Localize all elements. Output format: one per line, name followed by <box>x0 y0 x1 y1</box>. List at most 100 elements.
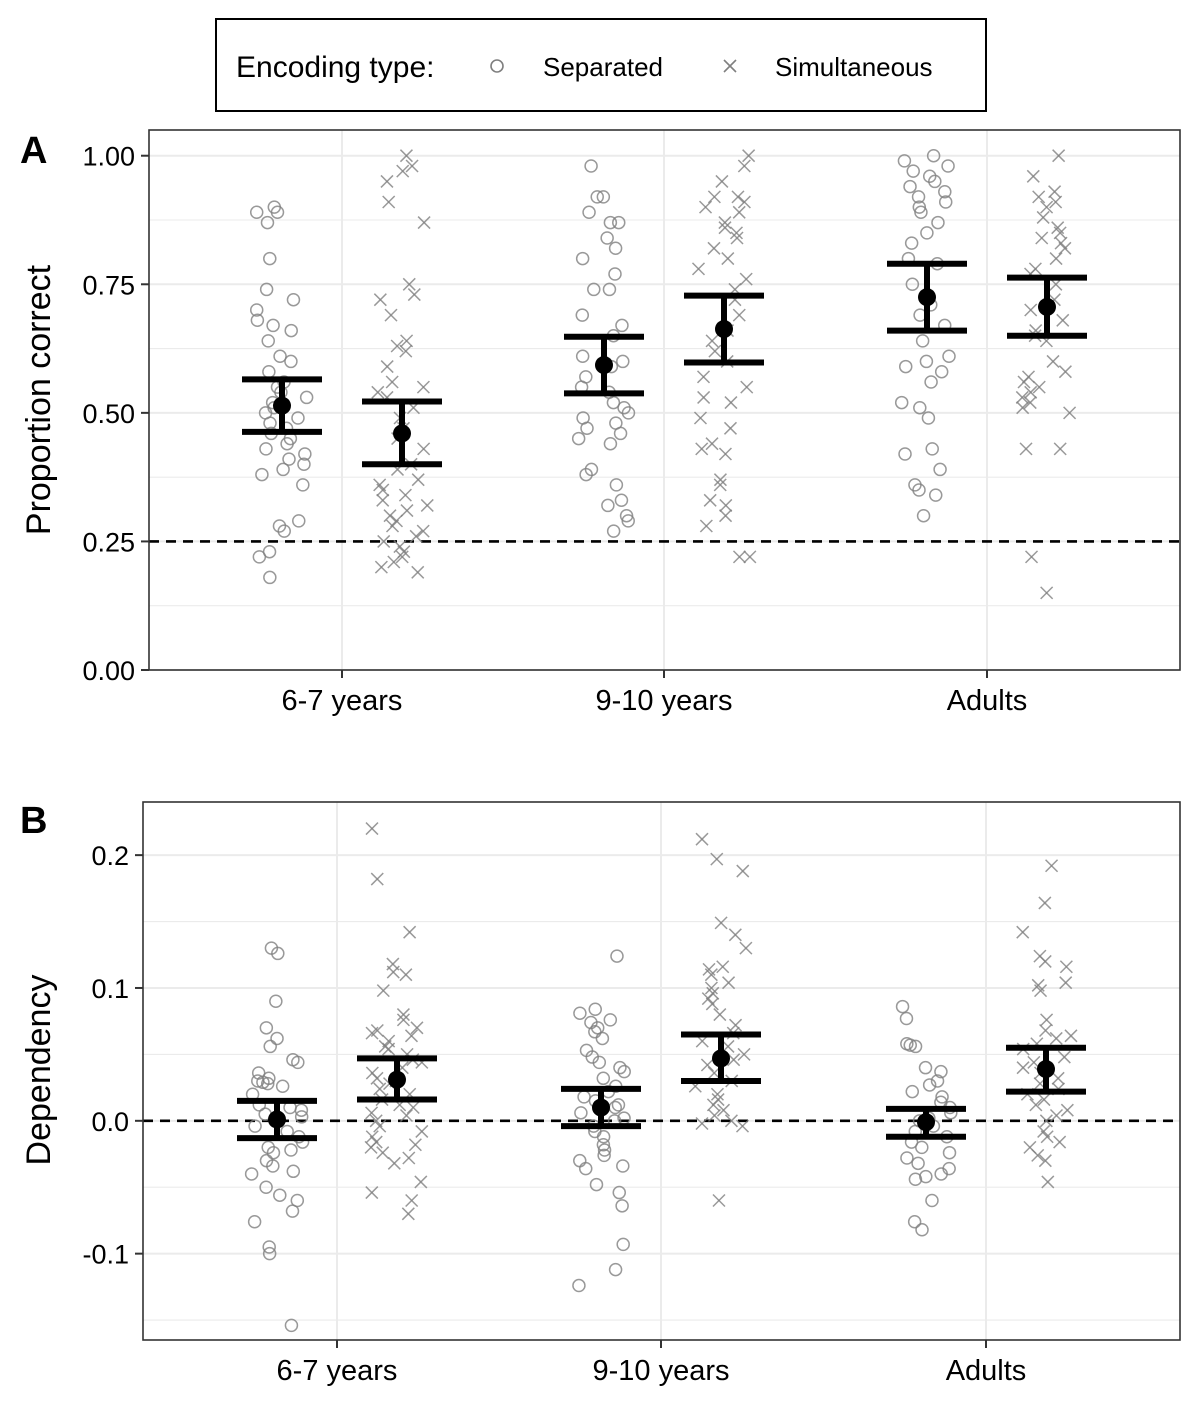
simultaneous-point <box>380 360 394 374</box>
separated-point <box>262 1240 276 1254</box>
separated-point <box>260 215 275 230</box>
separated-point <box>921 411 936 425</box>
simultaneous-point <box>716 1103 731 1117</box>
separated-point <box>284 323 298 338</box>
separated-point <box>263 1039 277 1054</box>
simultaneous-point <box>1040 586 1054 600</box>
panel-b-x-axis: 6-7 years 9-10 years Adults <box>277 1340 1026 1387</box>
simultaneous-point <box>402 1151 416 1165</box>
separated-point <box>275 1079 290 1094</box>
y-tick-label: 0.1 <box>91 974 129 1004</box>
separated-point <box>895 999 910 1014</box>
simultaneous-point <box>710 1087 724 1101</box>
separated-point <box>907 1215 922 1229</box>
simultaneous-point <box>1026 169 1040 183</box>
separated-point <box>584 159 598 173</box>
separated-point <box>273 1188 287 1202</box>
legend-box <box>215 18 987 112</box>
y-tick-label: 0.25 <box>82 527 135 557</box>
simultaneous-point <box>1015 390 1029 404</box>
simultaneous-point <box>1036 210 1050 224</box>
separated-point <box>575 308 590 322</box>
simultaneous-point <box>373 1119 387 1133</box>
simultaneous-point <box>723 421 738 435</box>
simultaneous-point <box>713 478 727 492</box>
simultaneous-point <box>1031 1148 1045 1162</box>
simultaneous-point <box>705 437 719 451</box>
simultaneous-point <box>373 1082 387 1096</box>
simultaneous-point <box>1053 1135 1067 1149</box>
simultaneous-point <box>1053 442 1067 456</box>
separated-point <box>266 318 280 333</box>
simultaneous-point <box>385 375 399 389</box>
simultaneous-point <box>1023 396 1037 410</box>
separated-point <box>897 154 912 168</box>
separated-point <box>596 1071 611 1086</box>
panel-b-y-axis: -0.1 0.0 0.1 0.2 <box>82 841 143 1270</box>
simultaneous-point <box>1034 984 1048 998</box>
panel-a-x-axis: 6-7 years 9-10 years Adults <box>282 670 1027 717</box>
separated-point <box>911 190 926 204</box>
separated-point <box>294 1103 309 1117</box>
x-tick-label: 6-7 years <box>282 685 403 717</box>
simultaneous-point <box>384 308 398 322</box>
simultaneous-point <box>1016 1061 1030 1075</box>
simultaneous-point <box>1038 954 1052 968</box>
simultaneous-point <box>1024 385 1038 399</box>
separated-point <box>608 241 623 256</box>
separated-point <box>263 570 277 585</box>
separated-point <box>294 1110 309 1124</box>
simultaneous-point <box>1039 1114 1053 1128</box>
separated-point <box>271 946 285 961</box>
simultaneous-point <box>732 205 746 219</box>
simultaneous-point <box>396 1008 410 1022</box>
simultaneous-point <box>400 334 414 348</box>
separated-point <box>934 1064 948 1079</box>
simultaneous-point <box>1040 1130 1054 1144</box>
simultaneous-point <box>1041 1175 1055 1189</box>
simultaneous-point <box>705 997 719 1011</box>
separated-point <box>597 1148 611 1163</box>
separated-point <box>899 1011 914 1026</box>
simultaneous-point <box>707 241 721 255</box>
separated-point <box>285 1204 300 1218</box>
mean-point <box>268 1110 286 1129</box>
separated-point <box>262 1246 277 1261</box>
separated-point <box>572 1278 586 1293</box>
separated-point <box>596 1137 611 1152</box>
separated-point <box>261 334 275 348</box>
separated-point <box>913 400 927 415</box>
simultaneous-point <box>740 380 754 394</box>
simultaneous-point <box>374 560 388 574</box>
mean-point <box>917 1113 935 1132</box>
separated-point <box>904 236 919 250</box>
separated-point <box>898 359 913 374</box>
separated-point <box>609 478 624 492</box>
simultaneous-point <box>385 519 400 533</box>
separated-point <box>935 1090 949 1104</box>
separated-point <box>611 1098 626 1112</box>
separated-point <box>906 164 920 178</box>
simultaneous-point <box>724 396 738 410</box>
separated-point <box>612 215 626 230</box>
simultaneous-point <box>735 1119 750 1133</box>
simultaneous-point <box>1040 1013 1054 1027</box>
panel-a: 0.00 0.25 0.50 0.75 1.00 6-7 years 9-10 years… <box>20 129 1181 717</box>
simultaneous-point <box>1057 1050 1071 1064</box>
simultaneous-point <box>417 442 431 456</box>
simultaneous-point <box>376 984 390 998</box>
simultaneous-point <box>722 976 736 990</box>
simultaneous-point <box>1038 896 1052 910</box>
simultaneous-point <box>393 540 407 554</box>
simultaneous-point <box>371 385 385 399</box>
separated-point <box>894 395 909 410</box>
simultaneous-point <box>707 1108 722 1123</box>
separated-point <box>621 514 635 528</box>
separated-point <box>571 431 586 446</box>
simultaneous-point <box>712 1193 726 1208</box>
separated-point <box>582 205 596 220</box>
simultaneous-point <box>364 1140 378 1154</box>
y-tick-label: 1.00 <box>82 142 135 172</box>
separated-point <box>298 447 312 461</box>
simultaneous-point <box>731 190 745 204</box>
